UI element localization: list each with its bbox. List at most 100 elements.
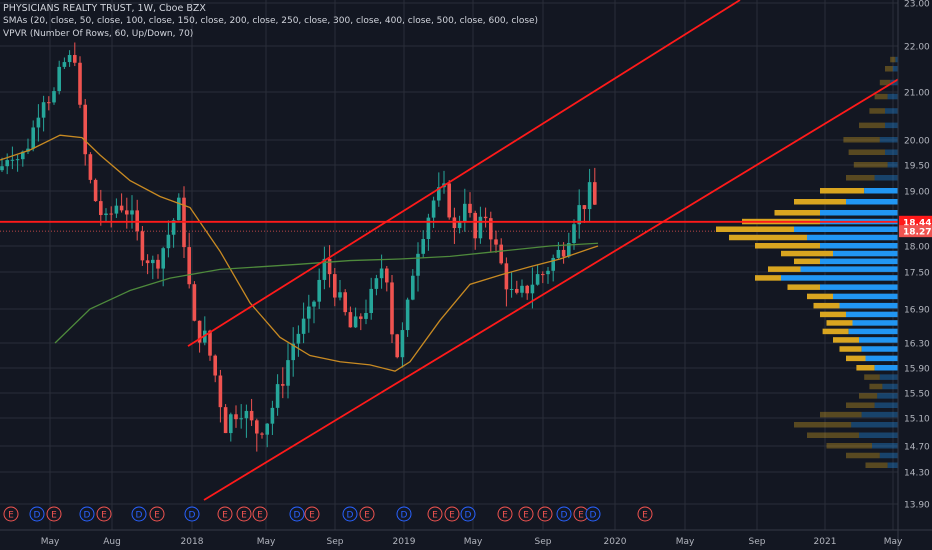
vpvr-legend: VPVR (Number Of Rows, 60, Up/Down, 70) [3,29,194,39]
candle-body [556,249,561,258]
candle-body [379,268,384,279]
dividend-event-icon[interactable]: D [131,506,147,522]
earnings-event-icon[interactable]: E [427,506,443,522]
vpvr-up-bar [833,293,898,300]
vpvr-up-bar [807,234,898,241]
trend-lines[interactable] [0,0,901,501]
earnings-event-icon[interactable]: E [359,506,375,522]
candle-body [317,279,321,302]
event-circle [637,506,653,522]
price-label-box [899,215,932,228]
candle-body [333,274,337,298]
vpvr-down-bar [794,422,852,428]
x-tick-label: May [884,537,903,547]
dividend-event-icon[interactable]: D [585,506,601,522]
dividend-event-icon[interactable]: D [556,506,572,522]
event-circle [131,506,147,522]
vpvr-down-bar [859,122,885,129]
earnings-event-icon[interactable]: E [304,506,320,522]
earnings-event-icon[interactable]: E [252,506,268,522]
event-label: D [465,511,472,521]
vpvr-up-bar [885,122,898,129]
earnings-event-icon[interactable]: E [518,506,534,522]
candle-body [499,244,503,264]
candle-body [130,210,134,215]
candle-body [473,212,477,239]
earnings-event-icon[interactable]: E [444,506,460,522]
event-label: D [84,511,91,521]
candle-body [426,217,431,240]
candle-body [0,166,4,171]
candle-body [109,213,113,215]
candle-body [364,312,368,319]
dividend-event-icon[interactable]: D [184,506,200,522]
earnings-event-icon[interactable]: E [217,506,233,522]
price-label: 18.27 [903,228,931,238]
event-label: D [294,511,301,521]
event-circle [342,506,358,522]
candle-body [239,418,243,420]
earnings-event-icon[interactable]: E [3,506,19,522]
earnings-event-icon[interactable]: E [96,506,112,522]
candle-body [5,160,9,167]
candle-body [140,231,145,261]
candle-body [577,205,581,225]
earnings-event-icon[interactable]: E [637,506,653,522]
vpvr-down-bar [794,258,820,265]
dividend-event-icon[interactable]: D [460,506,476,522]
event-circle [96,506,112,522]
dividend-event-icon[interactable]: D [342,506,358,522]
vpvr-up-bar [879,452,898,459]
candle-body [457,221,462,229]
vpvr-down-bar [890,56,896,63]
earnings-event-icon[interactable]: E [46,506,62,522]
vpvr-up-bar [877,393,898,399]
candle-body [41,102,46,118]
vpvr-down-bar [869,383,883,390]
vpvr-up-bar [872,443,898,449]
dividend-event-icon[interactable]: D [29,506,45,522]
event-circle [3,506,19,522]
sma-legend: SMAs (20, close, 50, close, 100, close, … [3,16,539,26]
candle-body [36,117,41,128]
dividend-event-icon[interactable]: D [396,506,412,522]
vpvr-down-bar [846,452,880,459]
event-label: E [222,511,228,521]
vpvr-up-bar [852,320,898,326]
y-tick-label: 22.00 [904,43,930,53]
candle-body [535,274,540,285]
candle-body [374,278,379,289]
earnings-event-icon[interactable]: E [537,506,553,522]
vpvr-down-bar [755,243,820,249]
candle-body [411,275,415,300]
dividend-event-icon[interactable]: D [79,506,95,522]
dividend-event-icon[interactable]: D [289,506,305,522]
candle-body [437,187,441,201]
candle-body [255,420,259,434]
event-circle [217,506,233,522]
event-circle [252,506,268,522]
candle-body [452,217,457,229]
vpvr-down-bar [869,108,885,114]
candle-body [275,384,280,408]
y-tick-label: 19.00 [904,188,930,198]
earnings-event-icon[interactable]: E [149,506,165,522]
x-tick-label: 2021 [814,537,837,547]
vpvr-up-bar [794,226,898,232]
candle-body [421,239,425,254]
vpvr-up-bar [846,311,898,318]
earnings-event-icon[interactable]: E [497,506,513,522]
vpvr-up-bar [874,365,898,371]
earnings-event-icon[interactable]: E [236,506,252,522]
vpvr-down-bar [879,79,891,86]
candle-body [312,301,316,307]
vpvr-up-bar [859,432,898,438]
candle-body [291,343,295,361]
vpvr-down-bar [833,337,859,343]
candle-body [21,151,25,160]
y-tick-label: 15.90 [904,365,930,375]
candle-body [348,312,353,328]
